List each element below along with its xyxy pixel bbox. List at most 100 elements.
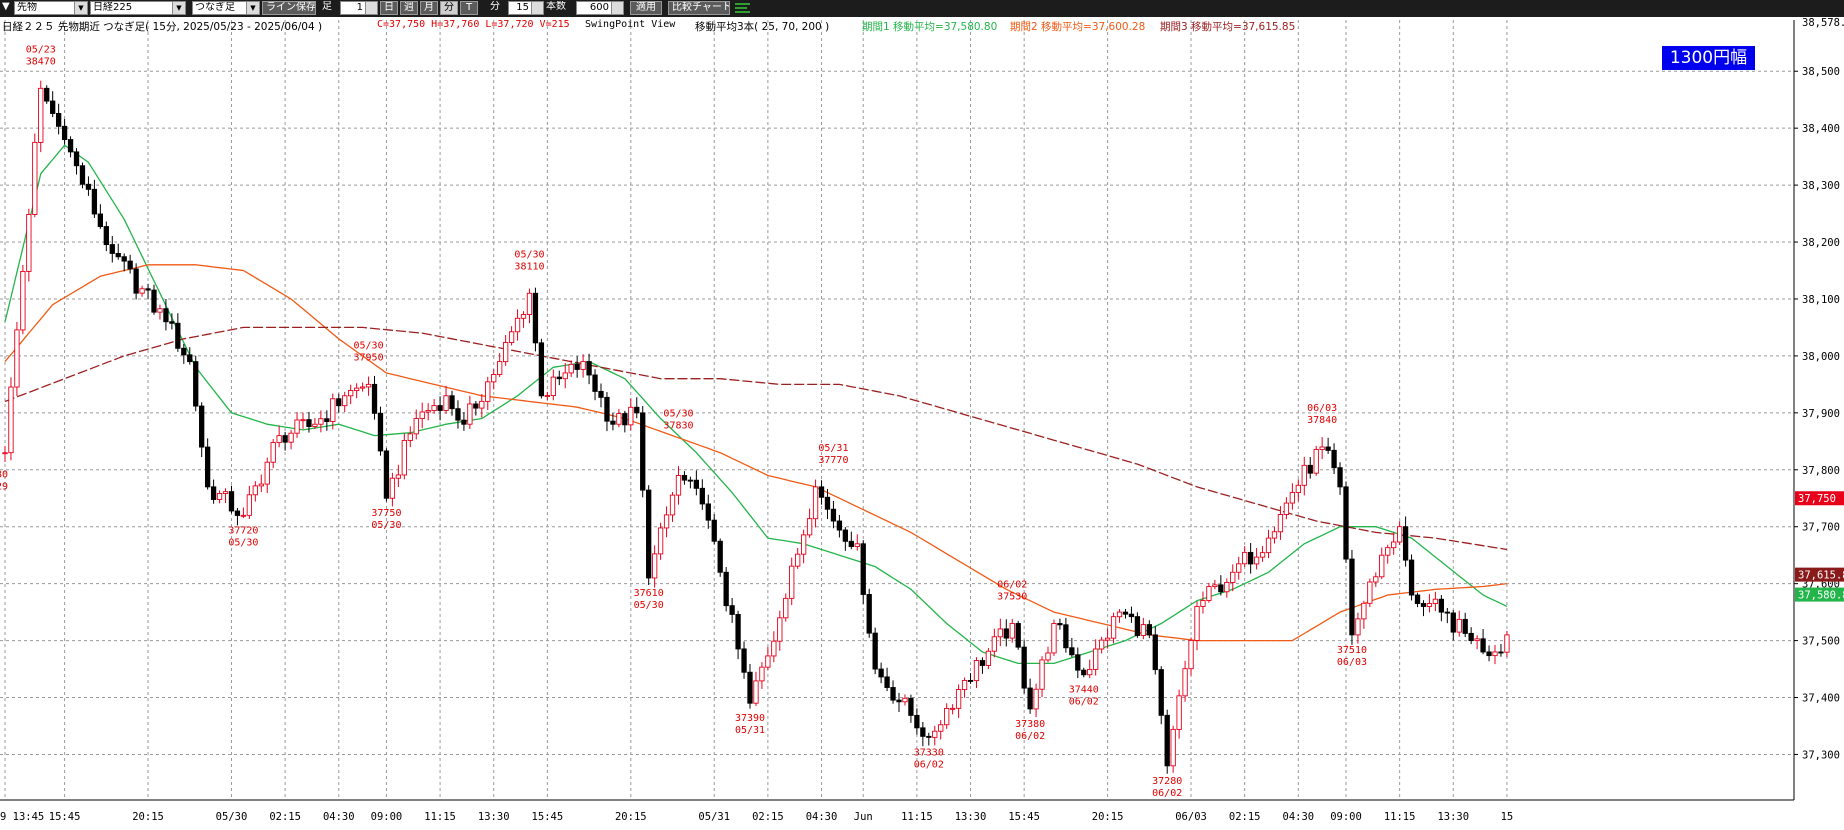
candle-body [306, 419, 312, 427]
candle-body [1045, 652, 1051, 661]
candle-body [1039, 659, 1045, 690]
minute-count-input[interactable]: 1 [340, 1, 378, 15]
candle-body [1230, 571, 1236, 583]
candle-body [1361, 602, 1367, 620]
candle-body [1075, 654, 1081, 671]
candle-body [610, 420, 616, 425]
candle-body [824, 496, 831, 510]
apply-button[interactable]: 適用 [630, 1, 662, 15]
moving-average-lines [4, 144, 1508, 665]
candle-body [20, 270, 26, 331]
candle-body [175, 322, 181, 349]
candle-body [949, 707, 956, 710]
swing-point-line2: 38110 [514, 261, 544, 272]
swing-point-label: 37440 06/02 [1069, 685, 1099, 708]
candle-body [67, 139, 74, 153]
swing-point-line1: 37510 [1337, 645, 1367, 656]
day-button[interactable]: 日 [380, 1, 398, 15]
candle-body [741, 648, 747, 673]
candle-body [1206, 586, 1212, 601]
swing-point-line2: 06/02 [1069, 697, 1099, 708]
candle-body [622, 413, 628, 426]
symbol-select[interactable]: 日経225 ▼ [90, 1, 186, 15]
bar-count-input[interactable]: 600 [576, 1, 624, 15]
candle-body [2, 452, 8, 455]
grid-lines [0, 20, 1795, 801]
x-tick-label: 20:15 [615, 811, 647, 823]
y-tick-label: 37,400 [1802, 693, 1840, 705]
candle-body [371, 383, 378, 414]
candle-body [1253, 556, 1260, 565]
y-tick-label: 37,500 [1802, 636, 1840, 648]
clipped-swing-line1: 80 [0, 470, 8, 481]
candle-body [1438, 598, 1445, 613]
candle-body [97, 213, 104, 228]
interval-input[interactable]: 15 [508, 1, 544, 15]
swing-point-line1: 37750 [371, 508, 401, 519]
x-tick-label: 13:30 [1437, 811, 1469, 823]
minute-button[interactable]: 分 [440, 1, 458, 15]
chart-settings-icon[interactable] [734, 1, 752, 15]
candle-body [1057, 623, 1063, 626]
time-axis[interactable]: 9 13:45 15:45 20:15 05/30 02:15 04:30 09:00 11:… [0, 811, 1513, 823]
candle-body [1116, 611, 1123, 618]
swing-point-line2: 37770 [818, 455, 848, 466]
swing-point-line1: 37720 [228, 525, 258, 536]
candle-body [1093, 648, 1099, 670]
candle-body [681, 475, 688, 481]
swing-point-label: 37610 05/30 [634, 588, 664, 611]
week-button[interactable]: 週 [400, 1, 418, 15]
candle-body [85, 183, 92, 190]
candle-body [324, 418, 330, 422]
candle-body [210, 486, 217, 500]
compare-chart-button[interactable]: 比較チャート [668, 1, 730, 15]
candle-body [1128, 613, 1135, 618]
candle-body [675, 475, 682, 496]
price-axis[interactable]: 37,30037,40037,50037,60037,70037,80037,9… [1794, 17, 1844, 761]
candle-body [1295, 484, 1301, 494]
y-tick-label: 37,800 [1802, 465, 1840, 477]
price-tag-close [1795, 491, 1844, 506]
month-button[interactable]: 月 [420, 1, 438, 15]
swing-point-line1: 05/31 [818, 443, 848, 454]
candle-body [1242, 551, 1248, 565]
candle-body [848, 540, 854, 547]
line-save-button[interactable]: ライン保存 [262, 1, 316, 15]
candle-body [836, 520, 843, 531]
candle-body [729, 605, 735, 615]
candle-body [1289, 492, 1296, 504]
ma-line-70 [4, 264, 1507, 642]
candle-body [204, 446, 211, 488]
candle-body [628, 406, 634, 426]
candle-body [985, 650, 992, 666]
candle-body [1420, 603, 1427, 607]
candle-body [1355, 618, 1361, 636]
market-select[interactable]: 先物 ▼ [14, 1, 88, 15]
swing-point-line1: 37440 [1069, 685, 1099, 696]
candle-body [264, 461, 270, 485]
candle-body [473, 403, 479, 409]
series-select[interactable]: つなぎ足 ▼ [192, 1, 260, 15]
candle-body [246, 494, 253, 516]
tick-button[interactable]: T [460, 1, 478, 15]
candle-body [467, 403, 473, 425]
candle-body [514, 317, 521, 333]
candle-body [616, 413, 622, 425]
candle-body [1182, 668, 1188, 697]
swing-point-line2: 38470 [26, 56, 56, 67]
swing-point-label: 37390 05/31 [735, 713, 765, 736]
candle-body [789, 565, 795, 599]
candle-body [663, 514, 670, 529]
x-tick-label: 20:15 [132, 811, 164, 823]
price-tag-ma2 [1795, 567, 1844, 582]
candle-body [282, 435, 288, 443]
y-tick-label: 38,000 [1802, 351, 1840, 363]
menu-triangle-icon[interactable]: ▼ [2, 1, 10, 12]
candle-body [955, 689, 962, 709]
candle-body [568, 363, 574, 374]
price-tag-label: 37,580.8 [1798, 590, 1844, 602]
chart-settings-icon-glyph [735, 3, 750, 13]
swing-point-label: 37280 06/02 [1152, 776, 1182, 799]
swing-point-line2: 05/30 [634, 600, 664, 611]
